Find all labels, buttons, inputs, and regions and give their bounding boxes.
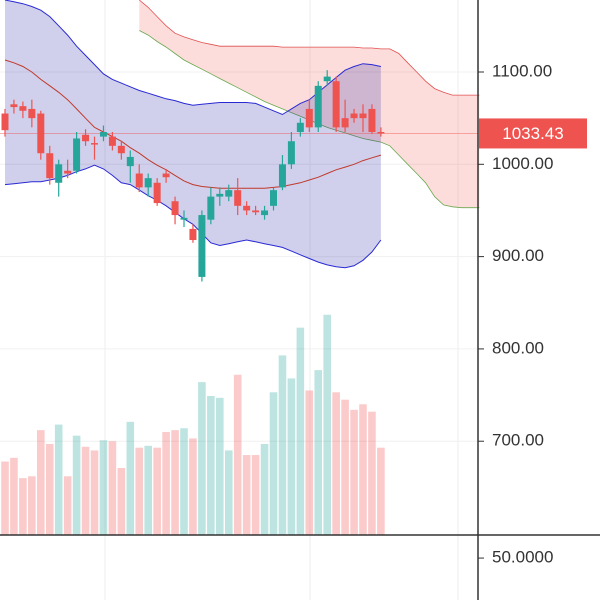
y-tick-label: 700.00 [492, 431, 544, 450]
candle-body [91, 143, 98, 145]
volume-bar [332, 392, 340, 535]
candle-body [10, 104, 18, 108]
volume-bar [224, 450, 233, 535]
candle-body [135, 173, 143, 188]
volume-bar [207, 395, 215, 535]
candle-body [19, 106, 27, 111]
volume-bar [233, 374, 242, 535]
volume-bar [63, 476, 72, 535]
volume-bar [242, 455, 251, 535]
volume-bar [117, 467, 126, 535]
volume-bar [278, 355, 287, 535]
candle-body [305, 108, 313, 128]
volume-bar [368, 411, 376, 535]
candle-body [332, 81, 340, 128]
candle-body [377, 131, 385, 134]
volume-bar [1, 461, 9, 535]
candle-body [368, 108, 376, 132]
cloud-span-a [139, 0, 480, 96]
candle-body [234, 190, 242, 206]
volume-bar [216, 397, 224, 535]
moving-average [4, 59, 382, 189]
y-tick-label: 50.0000 [492, 548, 553, 567]
volume-bar [108, 441, 117, 535]
volume-bar [99, 440, 108, 535]
volume-bar [171, 430, 179, 535]
volume-bar [126, 421, 135, 535]
volume-bar [81, 446, 90, 535]
volume-bar [45, 443, 54, 535]
volume-bar [153, 447, 161, 535]
last-price-box [479, 118, 587, 149]
candle-body [37, 113, 45, 154]
volume-bar [72, 435, 81, 535]
y-tick-label: 1100.00 [492, 61, 552, 80]
volume-bar [54, 424, 63, 535]
candle-body [189, 228, 197, 240]
volume-bar [287, 378, 296, 535]
volume-bar [144, 445, 152, 535]
volume-bar [314, 370, 323, 535]
candle-body [64, 170, 72, 174]
candle-body [126, 156, 134, 167]
candle-body [99, 131, 107, 137]
volume-bar [189, 438, 197, 535]
candle-body [198, 215, 206, 277]
volume-bar [377, 447, 385, 535]
y-tick-label: 900.00 [492, 246, 544, 265]
candle-body [144, 178, 152, 188]
candle-body [180, 217, 188, 220]
volume-bar [359, 404, 367, 535]
volume-bar [296, 327, 305, 535]
candle-body [359, 113, 367, 119]
candle-body [1, 113, 9, 131]
volume-bar [341, 399, 349, 535]
candle-body [73, 138, 81, 171]
last-price-label: 1033.43 [502, 124, 563, 143]
volume-bar [198, 382, 206, 535]
candle-body [55, 164, 63, 183]
candle-body [28, 108, 36, 119]
candle-body [261, 210, 269, 216]
candle-body [314, 85, 322, 128]
plot [0, 0, 480, 535]
candle-body [341, 118, 349, 128]
candle-body [270, 190, 277, 206]
volume-bar [251, 455, 260, 535]
volume-bar [180, 428, 188, 535]
volume-bar [269, 392, 278, 535]
band-fill [5, 0, 381, 268]
volume-bar [135, 447, 144, 535]
candle-body [296, 122, 304, 132]
volume-bar [19, 478, 27, 535]
candle-body [46, 153, 54, 179]
y-tick-label: 1000.00 [492, 154, 553, 173]
candle-body [252, 210, 260, 213]
candle-body [350, 113, 358, 119]
candle-body [243, 205, 251, 211]
volume-bar [350, 409, 358, 535]
candle-body [108, 136, 116, 146]
candle-body [153, 182, 161, 204]
y-tick-label: 800.00 [492, 338, 544, 357]
candle-body [162, 173, 170, 178]
candle-body [323, 76, 331, 82]
volume-bar [323, 314, 331, 535]
volume-bar [260, 443, 269, 535]
volume-bar [10, 457, 18, 535]
volume-bar [305, 390, 314, 535]
candle-body [225, 190, 233, 197]
candle-body [287, 141, 295, 165]
candle-body [117, 145, 125, 154]
volume-bar [90, 450, 99, 535]
volume-bar [28, 476, 36, 535]
volume-bar [37, 430, 45, 535]
volume-bar [162, 431, 170, 535]
candle-body [278, 164, 286, 188]
candle-body [82, 134, 90, 142]
candle-body [207, 196, 215, 220]
candle-body [216, 193, 224, 197]
candle-body [171, 201, 179, 216]
